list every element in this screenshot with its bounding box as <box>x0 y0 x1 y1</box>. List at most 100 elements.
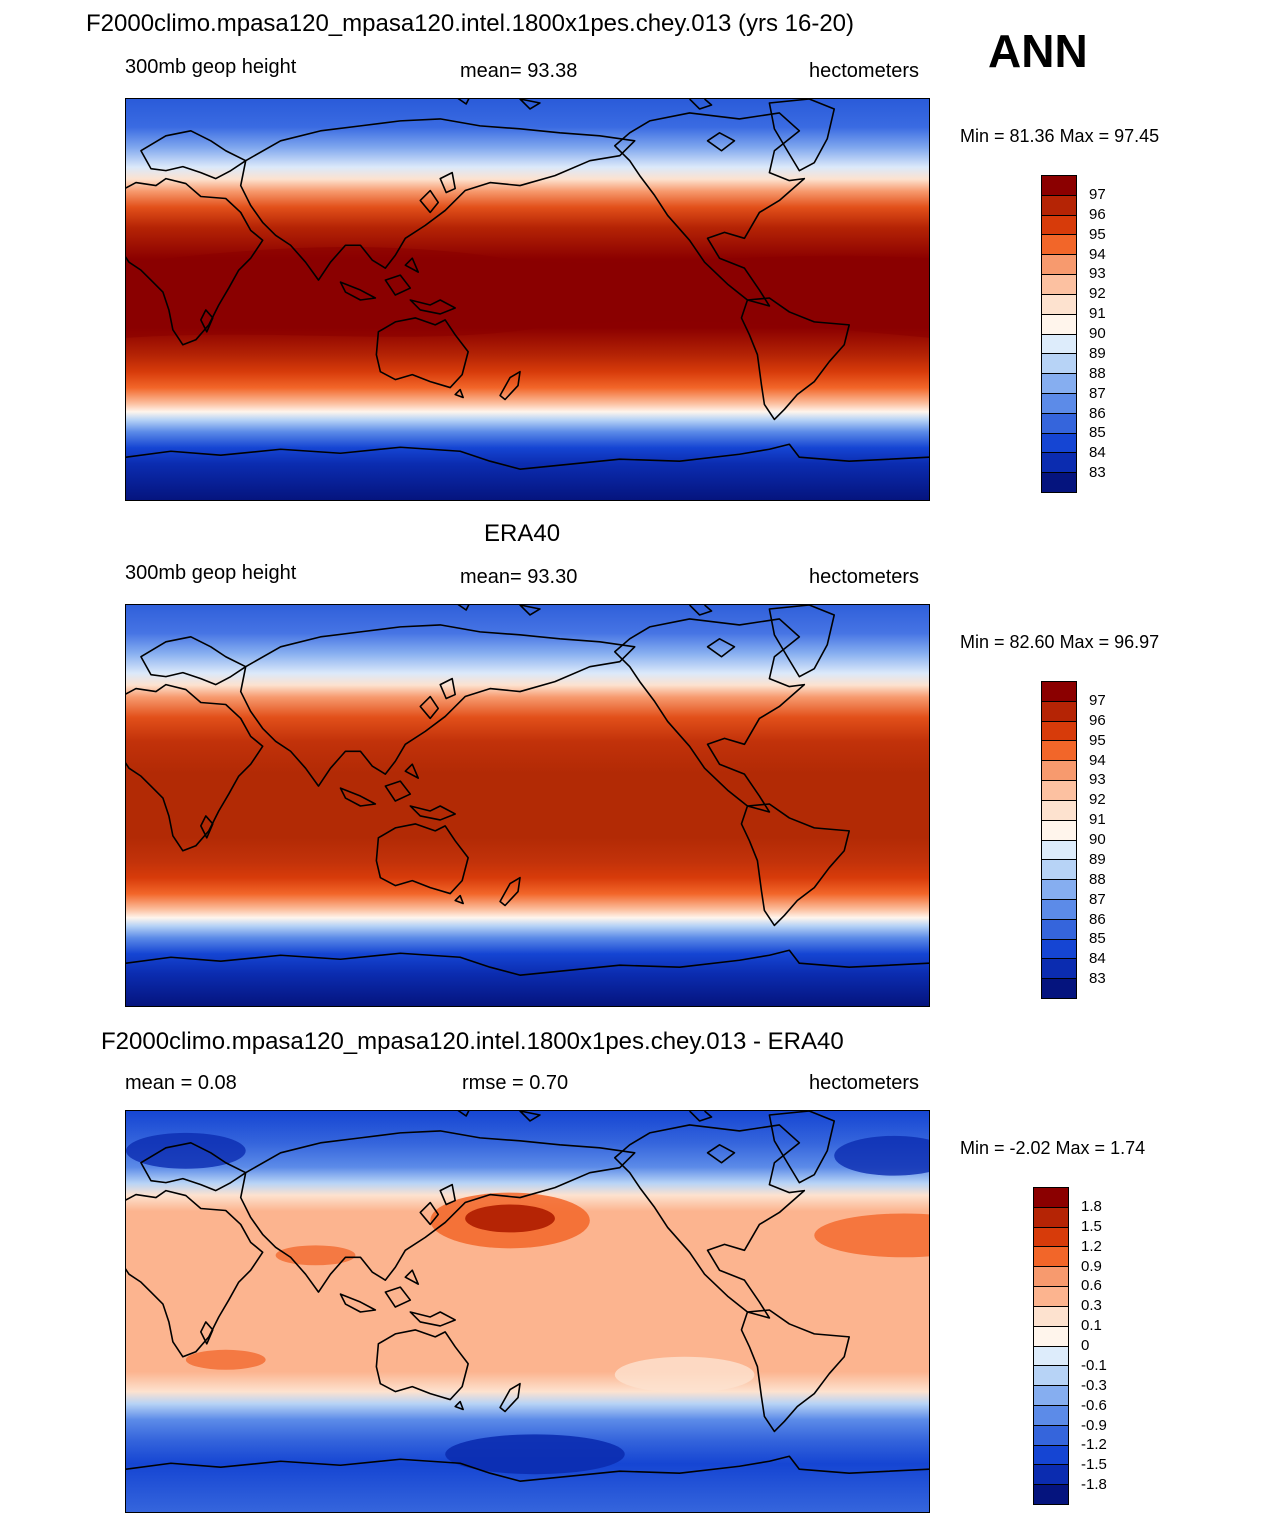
colorbar-swatch <box>1042 393 1076 414</box>
colorbar-level-label: 1.2 <box>1081 1237 1102 1255</box>
colorbar-level-label: 84 <box>1089 444 1106 462</box>
colorbar-swatch <box>1034 1267 1068 1288</box>
colorbar-swatch <box>1034 1405 1068 1426</box>
panel-model-title: F2000climo.mpasa120_mpasa120.intel.1800x… <box>86 10 855 37</box>
colorbar-level-label: -1.2 <box>1081 1436 1107 1454</box>
panel-diff-mean: mean = 0.08 <box>125 1072 237 1094</box>
colorbar-level-label: 95 <box>1089 731 1106 749</box>
colorbar-swatch <box>1042 840 1076 861</box>
colorbar-level-label: 0 <box>1081 1337 1090 1354</box>
panel-diff-minmax: Min = -2.02 Max = 1.74 <box>960 1138 1146 1158</box>
panel-model-minmax: Min = 81.36 Max = 97.45 <box>960 126 1160 146</box>
colorbar-swatch <box>1042 235 1076 256</box>
colorbar-swatch <box>1042 314 1076 335</box>
colorbar-level-label: 93 <box>1089 265 1106 283</box>
colorbar-swatch <box>1034 1247 1068 1268</box>
colorbar-level-label: 92 <box>1089 791 1106 809</box>
colorbar-level-label: 87 <box>1089 890 1106 908</box>
colorbar-level-label: 87 <box>1089 384 1106 402</box>
colorbar-level-label: -0.6 <box>1081 1396 1107 1414</box>
colorbar-level-label: 92 <box>1089 285 1106 303</box>
colorbar-swatch <box>1042 413 1076 434</box>
colorbar-swatch <box>1042 354 1076 375</box>
colorbar-level-label: 85 <box>1089 424 1106 442</box>
colorbar-level-label: 88 <box>1089 870 1106 888</box>
panel-model-colorbar <box>1041 175 1077 493</box>
colorbar-level-label: 94 <box>1089 751 1106 769</box>
colorbar-level-label: 95 <box>1089 225 1106 243</box>
panel-obs-variable-label: 300mb geop height <box>125 562 297 584</box>
colorbar-swatch <box>1042 979 1076 998</box>
panel-diff-title: F2000climo.mpasa120_mpasa120.intel.1800x… <box>101 1028 844 1055</box>
colorbar-level-label: 85 <box>1089 930 1106 948</box>
colorbar-level-label: 94 <box>1089 245 1106 263</box>
colorbar-swatch <box>1042 761 1076 782</box>
colorbar-swatch <box>1042 820 1076 841</box>
colorbar-swatch <box>1042 781 1076 801</box>
colorbar-swatch <box>1034 1188 1068 1208</box>
colorbar-swatch <box>1042 215 1076 236</box>
colorbar-swatch <box>1034 1386 1068 1406</box>
colorbar-swatch <box>1042 800 1076 821</box>
colorbar-level-label: 86 <box>1089 404 1106 422</box>
colorbar-level-label: 83 <box>1089 970 1106 988</box>
colorbar-level-label: 89 <box>1089 850 1106 868</box>
colorbar-level-label: 0.6 <box>1081 1277 1102 1295</box>
colorbar-swatch <box>1034 1346 1068 1367</box>
colorbar-swatch <box>1034 1306 1068 1327</box>
colorbar-swatch <box>1034 1485 1068 1504</box>
season-label: ANN <box>988 25 1088 77</box>
colorbar-swatch <box>1042 899 1076 920</box>
colorbar-level-label: 93 <box>1089 771 1106 789</box>
colorbar-swatch <box>1042 919 1076 940</box>
colorbar-level-label: 0.3 <box>1081 1297 1102 1315</box>
panel-obs-mean: mean= 93.30 <box>460 566 578 588</box>
colorbar-level-label: 91 <box>1089 811 1106 829</box>
colorbar-swatch <box>1042 294 1076 315</box>
panel-model-mean: mean= 93.38 <box>460 60 578 82</box>
colorbar-swatch <box>1042 880 1076 900</box>
colorbar-level-label: 1.8 <box>1081 1197 1102 1215</box>
colorbar-level-label: 84 <box>1089 950 1106 968</box>
colorbar-swatch <box>1034 1425 1068 1446</box>
colorbar-level-label: -0.1 <box>1081 1356 1107 1374</box>
colorbar-level-label: 0.1 <box>1081 1317 1102 1335</box>
colorbar-level-label: 96 <box>1089 711 1106 729</box>
colorbar-swatch <box>1042 741 1076 762</box>
colorbar-swatch <box>1042 721 1076 742</box>
colorbar-level-label: 97 <box>1089 691 1106 709</box>
panel-obs-units: hectometers <box>809 566 920 588</box>
colorbar-swatch <box>1042 255 1076 276</box>
colorbar-level-label: 1.5 <box>1081 1217 1102 1235</box>
colorbar-swatch <box>1042 176 1076 196</box>
colorbar-swatch <box>1042 433 1076 454</box>
colorbar-level-label: 97 <box>1089 185 1106 203</box>
panel-diff-units: hectometers <box>809 1072 920 1094</box>
colorbar-swatch <box>1042 860 1076 881</box>
colorbar-level-label: 83 <box>1089 464 1106 482</box>
colorbar-level-label: -0.9 <box>1081 1416 1107 1434</box>
panel-model-map <box>125 98 930 501</box>
colorbar-swatch <box>1034 1207 1068 1228</box>
panel-diff-rmse: rmse = 0.70 <box>462 1072 569 1094</box>
colorbar-swatch <box>1042 195 1076 216</box>
colorbar-swatch <box>1034 1287 1068 1307</box>
colorbar-level-label: 90 <box>1089 831 1106 848</box>
colorbar-swatch <box>1042 334 1076 355</box>
colorbar-swatch <box>1034 1445 1068 1466</box>
colorbar-swatch <box>1042 959 1076 980</box>
colorbar-level-label: 91 <box>1089 305 1106 323</box>
colorbar-level-label: 86 <box>1089 910 1106 928</box>
colorbar-level-label: -1.5 <box>1081 1456 1107 1474</box>
colorbar-swatch <box>1042 453 1076 474</box>
colorbar-level-label: 89 <box>1089 344 1106 362</box>
colorbar-swatch <box>1034 1326 1068 1347</box>
colorbar-swatch <box>1042 473 1076 492</box>
panel-obs-map <box>125 604 930 1007</box>
panel-obs-minmax: Min = 82.60 Max = 96.97 <box>960 632 1160 652</box>
colorbar-swatch <box>1042 701 1076 722</box>
colorbar-level-label: 90 <box>1089 325 1106 342</box>
panel-obs-colorbar <box>1041 681 1077 999</box>
colorbar-level-label: 88 <box>1089 364 1106 382</box>
colorbar-swatch <box>1034 1227 1068 1248</box>
